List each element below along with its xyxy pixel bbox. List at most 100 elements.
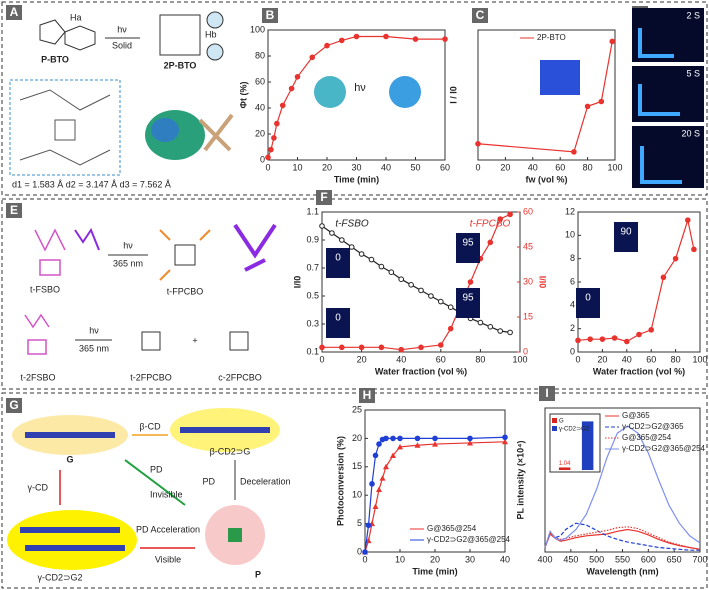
x-tick-label: 10	[395, 554, 405, 564]
row-frame	[1, 1, 708, 196]
y-tick-label: 10	[352, 490, 362, 500]
marker	[390, 435, 396, 442]
arrow	[124, 459, 186, 506]
y-tick-label: 0	[260, 154, 265, 164]
legend-label: t-FSBO	[335, 219, 369, 230]
y-tick-label: 0.3	[306, 318, 319, 328]
marker	[358, 251, 365, 257]
node-label: β-CD2⊃G	[210, 446, 251, 456]
edge-label: β-CD	[139, 421, 161, 431]
marker	[497, 216, 504, 222]
marker	[383, 435, 389, 442]
panel-letter: B	[266, 8, 275, 22]
structure	[159, 229, 211, 281]
inset-photo	[540, 60, 580, 95]
panel-letter: H	[363, 388, 372, 402]
structure	[198, 113, 234, 152]
series-line	[477, 41, 613, 153]
marker	[368, 256, 375, 263]
y-axis-label: PL intensity (×10⁴)	[515, 440, 525, 519]
edge-label: PD	[150, 464, 163, 474]
marker	[571, 149, 577, 155]
x-tick-label: 450	[563, 554, 578, 564]
legend-label: G@365@254	[622, 433, 672, 442]
marker	[397, 443, 403, 450]
panel-e: E t-FSBO hν 365 nm t-FPCBO t-2FSBO hν 36…	[6, 203, 277, 382]
annotation: 95	[462, 238, 474, 249]
marker	[584, 103, 591, 110]
marker	[294, 74, 301, 80]
x-tick-label: 40	[381, 162, 391, 172]
marker	[398, 346, 405, 353]
structure	[229, 331, 249, 351]
marker	[442, 36, 448, 42]
marker	[487, 324, 494, 330]
marker	[348, 244, 355, 250]
marker	[274, 120, 280, 127]
panel-a: A Ha P-BTO hν Solid Hb 2P-BTO d1 = 1.583…	[6, 5, 234, 189]
y2-tick-label: 45	[523, 241, 533, 251]
marker	[432, 441, 438, 447]
x-tick-label: 20	[597, 354, 607, 364]
bar-value: 19.8	[582, 415, 594, 421]
marker	[319, 344, 325, 351]
x-tick-label: 10	[292, 162, 302, 172]
plus: +	[192, 335, 197, 345]
x-tick-label: 100	[692, 354, 707, 364]
marker	[587, 336, 594, 342]
y-tick-label: 8	[570, 253, 575, 263]
condition: hν	[89, 325, 99, 335]
panel-letter-box	[472, 8, 488, 23]
marker	[497, 328, 504, 334]
legend-label: γ-CD2⊃G2@365@254	[622, 444, 706, 453]
bar	[558, 467, 571, 470]
x-tick-label: 20	[357, 354, 367, 364]
legend-label: G@365	[622, 411, 650, 420]
marker	[636, 331, 642, 338]
marker	[379, 475, 386, 481]
marker	[388, 269, 395, 276]
marker	[477, 319, 484, 326]
edge-label: PD	[202, 476, 215, 486]
x-tick-label: 80	[671, 354, 681, 364]
panel-letter-box	[316, 190, 332, 205]
marker	[378, 344, 385, 351]
node-label: γ-CD2⊃G2	[37, 572, 82, 582]
panel-letter: I	[545, 386, 548, 400]
x-tick-label: 30	[351, 162, 361, 172]
x-axis-label: Time (min)	[412, 566, 457, 576]
x-tick-label: 100	[607, 162, 622, 172]
edge-label: Invisible	[150, 489, 183, 499]
y-axis-label: Photoconversion (%)	[335, 436, 345, 526]
annotation: 0	[335, 253, 341, 264]
glow	[7, 510, 137, 570]
marker	[378, 263, 385, 270]
compound-label: P-BTO	[41, 54, 69, 64]
y-tick-label: 25	[352, 404, 362, 414]
y-tick-label: 5	[357, 518, 362, 528]
panel-letter-box	[262, 8, 278, 23]
condition: hν	[117, 24, 127, 34]
orbital	[151, 118, 179, 142]
molecule	[228, 528, 242, 542]
marker	[487, 239, 494, 246]
marker	[502, 438, 508, 445]
series-line	[544, 526, 701, 550]
emission	[638, 28, 682, 184]
marker	[418, 287, 424, 294]
panel-letter: G	[9, 398, 18, 412]
time-label: 20 S	[681, 128, 700, 138]
annotation: 0	[585, 293, 591, 304]
marker	[447, 304, 454, 311]
marker	[383, 463, 389, 470]
marker	[365, 522, 372, 529]
node-label: G	[66, 454, 73, 464]
x-tick-label: 50	[410, 162, 420, 172]
marker	[376, 486, 382, 493]
inset-photo	[326, 248, 350, 278]
y2-tick-label: 0	[523, 346, 528, 356]
x-tick-label: 40	[500, 554, 510, 564]
legend-label: γ-CD2⊃G2@365	[622, 422, 684, 431]
marker	[502, 434, 508, 441]
